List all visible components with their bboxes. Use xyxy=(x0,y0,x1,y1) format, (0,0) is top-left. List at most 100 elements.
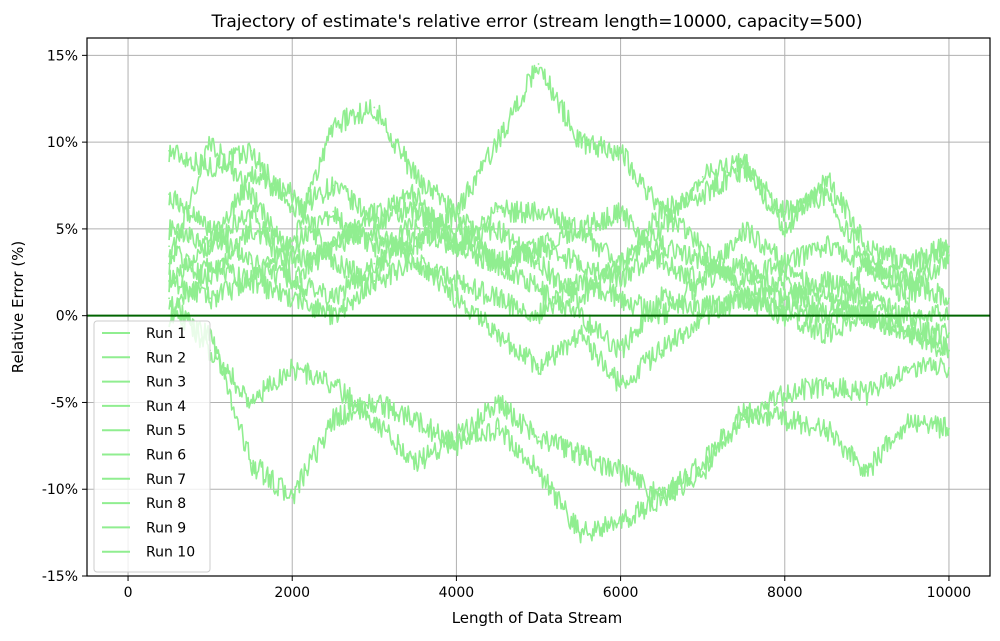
series-point xyxy=(168,297,170,300)
series-point xyxy=(660,210,663,213)
series-point xyxy=(250,280,253,282)
series-point xyxy=(824,193,827,196)
series-point xyxy=(209,228,212,230)
y-tick-label: 15% xyxy=(47,48,78,64)
series-point xyxy=(660,297,663,300)
series-point xyxy=(291,497,294,499)
series-point xyxy=(907,262,909,265)
series-point xyxy=(168,262,170,265)
series-point xyxy=(578,228,581,230)
series-point xyxy=(414,175,417,178)
series-point xyxy=(742,297,745,300)
plot-frame xyxy=(86,37,991,577)
series-point xyxy=(168,149,170,152)
series-point xyxy=(496,332,499,334)
series-point xyxy=(701,470,704,473)
series-point xyxy=(742,410,745,413)
series-point xyxy=(701,462,704,465)
series-point xyxy=(373,280,376,282)
series-point xyxy=(291,193,294,196)
series-point xyxy=(168,280,170,282)
series-point xyxy=(619,262,622,265)
legend-label: Run 1 xyxy=(146,326,186,342)
series-point xyxy=(373,401,376,404)
x-tick-label: 8000 xyxy=(767,585,803,601)
series-point xyxy=(537,470,540,473)
series-point xyxy=(948,427,950,430)
series-point xyxy=(168,245,170,248)
series-point xyxy=(414,462,417,465)
x-tick-label: 6000 xyxy=(603,585,639,601)
series-point xyxy=(742,228,745,230)
series-line xyxy=(168,64,950,310)
series-point xyxy=(496,141,499,144)
series-point xyxy=(332,210,335,213)
series-point xyxy=(373,245,376,248)
series-point xyxy=(660,245,663,248)
x-tick-label: 4000 xyxy=(439,585,475,601)
series-point xyxy=(907,297,909,300)
legend-label: Run 2 xyxy=(146,350,186,366)
series-line xyxy=(168,256,950,392)
series-point xyxy=(209,280,212,282)
legend-label: Run 5 xyxy=(146,423,186,439)
series-point xyxy=(455,436,458,439)
series-point xyxy=(537,436,540,439)
series-point xyxy=(332,245,335,248)
series-point xyxy=(455,210,458,213)
series-point xyxy=(948,245,950,248)
series-point xyxy=(619,349,622,352)
chart-title: Trajectory of estimate's relative error … xyxy=(211,12,863,32)
series-point xyxy=(742,418,745,421)
series-point xyxy=(209,262,212,265)
series-point xyxy=(291,210,294,213)
series-point xyxy=(209,297,212,300)
series-point xyxy=(578,453,581,456)
series-point xyxy=(537,366,540,369)
series-point xyxy=(455,280,458,282)
series-point xyxy=(332,418,335,421)
series-point xyxy=(578,262,581,265)
series-point xyxy=(537,245,540,248)
series-point xyxy=(332,184,335,187)
series-point xyxy=(948,349,950,352)
series-point xyxy=(578,297,581,300)
series-point xyxy=(537,288,540,291)
series-line xyxy=(168,308,950,544)
series-point xyxy=(209,245,212,248)
series-point xyxy=(332,384,335,386)
series-point xyxy=(824,175,827,178)
legend-label: Run 3 xyxy=(146,375,186,391)
series-point xyxy=(250,401,253,404)
legend-label: Run 4 xyxy=(146,399,186,415)
series-point xyxy=(783,280,786,282)
series-point xyxy=(250,228,253,230)
series-point xyxy=(660,497,663,499)
series-point xyxy=(578,332,581,334)
series-point xyxy=(291,262,294,265)
series-point xyxy=(783,297,786,300)
series-point xyxy=(373,228,376,230)
series-point xyxy=(250,210,253,213)
legend-label: Run 10 xyxy=(146,545,195,561)
x-tick-label: 10000 xyxy=(927,585,972,601)
series-point xyxy=(701,245,704,248)
series-point xyxy=(948,254,950,256)
series-point xyxy=(414,193,417,196)
series-line xyxy=(168,166,950,326)
series-point xyxy=(824,427,827,430)
series-point xyxy=(250,262,253,265)
series-point xyxy=(250,193,253,196)
series-point xyxy=(824,297,827,300)
series-point xyxy=(250,175,253,178)
series-line xyxy=(168,190,950,327)
series-point xyxy=(291,297,294,300)
series-point xyxy=(455,245,458,248)
series-point xyxy=(948,332,950,334)
series-point xyxy=(619,384,622,386)
series-point xyxy=(537,210,540,213)
series-point xyxy=(907,418,909,421)
series-point xyxy=(578,531,581,534)
series-point xyxy=(783,418,786,421)
